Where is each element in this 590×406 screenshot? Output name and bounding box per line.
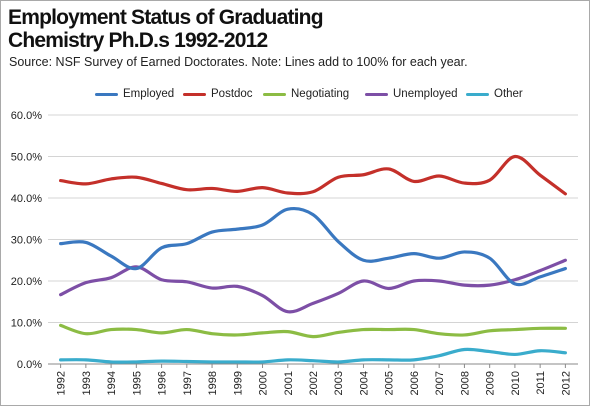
chart-legend: Employed Postdoc Negotiating Unemployed … (0, 86, 590, 102)
x-tick-label: 1998 (207, 371, 219, 395)
legend-item-postdoc: Postdoc (183, 86, 253, 102)
x-tick-label: 2002 (308, 371, 320, 395)
y-tick-label: 60.0% (11, 110, 42, 122)
y-tick-label: 0.0% (17, 359, 42, 371)
legend-label-unemployed: Unemployed (393, 88, 458, 100)
series-line-unemployed (59, 258, 567, 314)
y-tick-label: 40.0% (11, 193, 42, 205)
x-tick-label: 2003 (333, 371, 345, 395)
x-tick-label: 2001 (283, 371, 295, 395)
y-tick-label: 50.0% (11, 152, 42, 164)
chart-title: Employment Status of Graduating Chemistr… (8, 6, 408, 52)
x-tick-label: 1992 (56, 371, 68, 395)
x-tick-label: 2004 (358, 371, 370, 395)
legend-item-other: Other (466, 86, 523, 102)
x-tick-label: 1994 (106, 371, 118, 395)
x-tick-label: 1993 (81, 371, 93, 395)
legend-label-employed: Employed (123, 88, 175, 100)
x-tick-label: 2009 (485, 371, 497, 395)
chart-title-line-2: Chemistry Ph.D.s 1992-2012 (8, 29, 268, 52)
series-line-postdoc (59, 154, 567, 196)
legend-swatch-unemployed (365, 92, 388, 96)
x-tick-label: 2008 (459, 371, 471, 395)
x-tick-label: 1996 (157, 371, 169, 395)
legend-swatch-employed (95, 92, 118, 96)
series-line-negotiating (59, 323, 567, 339)
x-tick-label: 2006 (409, 371, 421, 395)
x-tick-label: 1995 (131, 371, 143, 395)
x-tick-label: 2000 (258, 371, 270, 395)
y-tick-label: 20.0% (11, 276, 42, 288)
chart-title-line-1: Employment Status of Graduating (8, 6, 324, 29)
x-tick-label: 2011 (535, 371, 547, 395)
x-tick-label: 2010 (510, 371, 522, 395)
legend-item-unemployed: Unemployed (365, 86, 458, 102)
series-line-other (59, 347, 567, 364)
x-tick-label: 1999 (232, 371, 244, 395)
legend-swatch-postdoc (183, 92, 206, 96)
y-tick-label: 30.0% (11, 235, 42, 247)
x-tick-label: 2005 (384, 371, 396, 395)
legend-label-postdoc: Postdoc (211, 88, 253, 100)
x-tick-label: 2007 (434, 371, 446, 395)
legend-item-negotiating: Negotiating (263, 86, 349, 102)
chart-subtitle: Source: NSF Survey of Earned Doctorates.… (9, 55, 468, 69)
legend-swatch-negotiating (263, 92, 286, 96)
series-line-employed (59, 206, 567, 287)
x-tick-label: 1997 (182, 371, 194, 395)
y-tick-label: 10.0% (11, 318, 42, 330)
legend-item-employed: Employed (95, 86, 174, 102)
legend-swatch-other (466, 92, 489, 96)
legend-label-other: Other (494, 88, 523, 100)
x-tick-label: 2012 (560, 371, 572, 395)
legend-label-negotiating: Negotiating (291, 88, 350, 100)
